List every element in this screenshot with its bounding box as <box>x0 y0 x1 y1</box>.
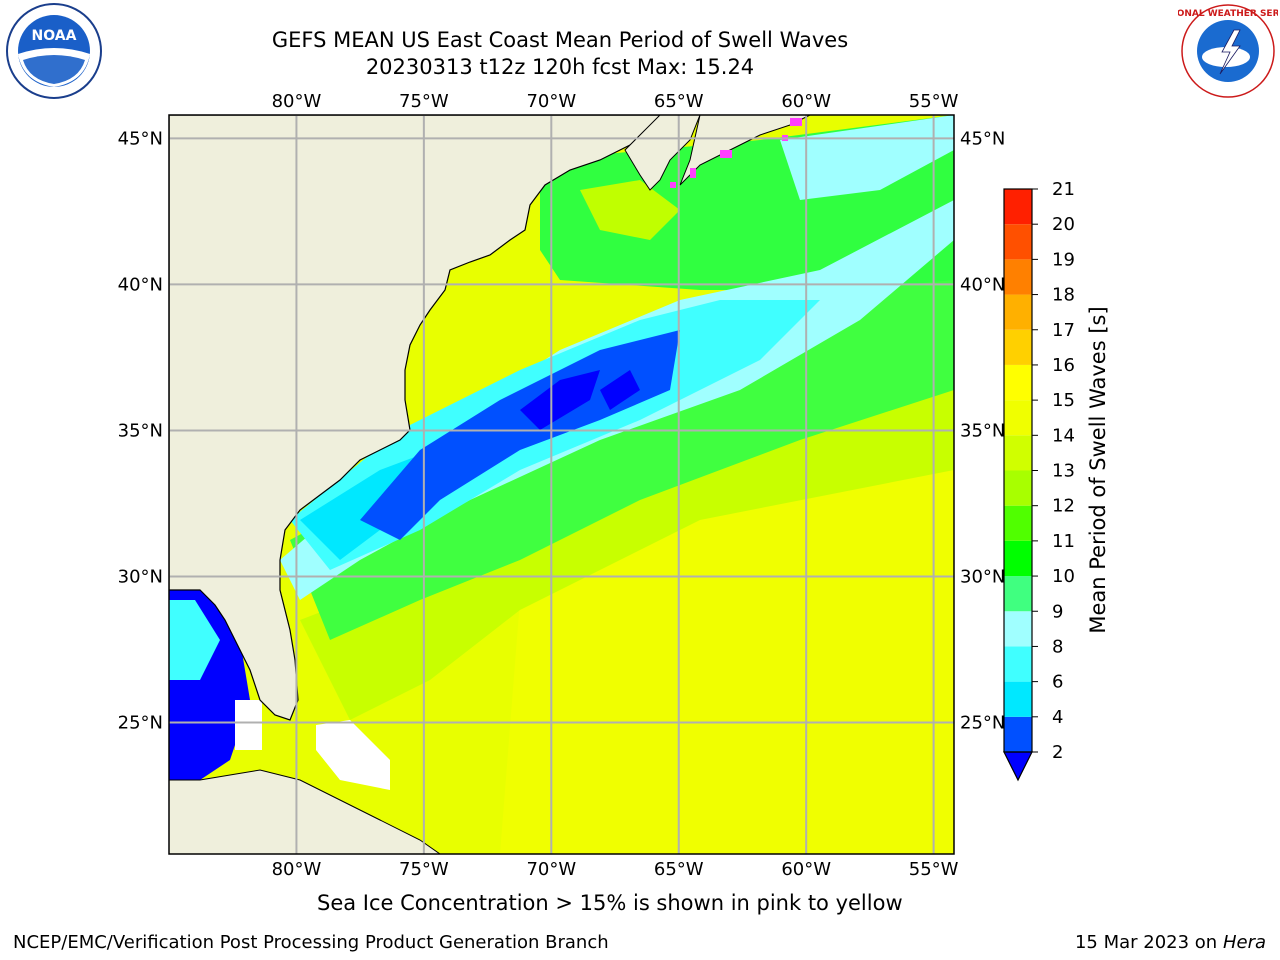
lon-label-bottom: 70°W <box>526 859 576 880</box>
colorbar-tick-label: 12 <box>1052 496 1075 517</box>
colorbar-swatch <box>1004 611 1032 647</box>
colorbar-swatch <box>1004 294 1032 330</box>
footer-credit: NCEP/EMC/Verification Post Processing Pr… <box>13 932 609 953</box>
lat-label-right: 40°N <box>960 274 1005 295</box>
colorbar-tick-label: 9 <box>1052 601 1063 622</box>
lon-label-bottom: 65°W <box>654 859 704 880</box>
colorbar-tick-label: 19 <box>1052 249 1075 270</box>
colorbar-swatch <box>1004 400 1032 436</box>
map-area <box>169 115 954 854</box>
colorbar-swatch <box>1004 505 1032 541</box>
colorbar: 2 4 6 8 9 10 11 12 13 14 15 16 17 18 19 20 21 <box>1003 179 1075 782</box>
colorbar-swatch <box>1004 329 1032 365</box>
ocean-yellow-zone <box>500 380 954 854</box>
sea-ice-note: Sea Ice Concentration > 15% is shown in … <box>317 891 903 915</box>
colorbar-tick-label: 8 <box>1052 636 1063 657</box>
map-frame <box>168 114 955 855</box>
noaa-logo: NOAA <box>6 3 102 99</box>
lon-label-top: 80°W <box>272 91 322 112</box>
lon-label-top: 70°W <box>526 91 576 112</box>
nws-logo-text: NATIONAL WEATHER SERVICE <box>1178 9 1278 19</box>
lon-label-bottom: 75°W <box>399 859 449 880</box>
lat-label-right: 35°N <box>960 420 1005 441</box>
colorbar-tick-label: 14 <box>1052 425 1075 446</box>
colorbar-swatch <box>1004 576 1032 612</box>
lat-label-left: 40°N <box>118 274 163 295</box>
colorbar-swatch <box>1004 259 1032 295</box>
colorbar-tick-label: 10 <box>1052 566 1075 587</box>
colorbar-tick-label: 6 <box>1052 672 1063 693</box>
lat-label-right: 25°N <box>960 713 1005 734</box>
colorbar-under-arrow <box>1003 751 1033 782</box>
lon-label-bottom: 80°W <box>272 859 322 880</box>
colorbar-swatch <box>1004 364 1032 401</box>
colorbar-swatch <box>1004 435 1032 471</box>
map-gridlines <box>169 115 954 854</box>
land-cuba <box>169 769 441 854</box>
colorbar-tick-label: 21 <box>1052 179 1075 200</box>
footer-date: 15 Mar 2023 on Hera <box>1075 932 1266 953</box>
lon-label-top: 75°W <box>399 91 449 112</box>
colorbar-tick-label: 18 <box>1052 285 1075 306</box>
ocean-blue-core <box>360 330 680 540</box>
colorbar-tick-label: 15 <box>1052 390 1075 411</box>
colorbar-label: Mean Period of Swell Waves [s] <box>1086 306 1110 634</box>
colorbar-swatch <box>1004 646 1032 682</box>
footer-host: Hera <box>1222 932 1266 953</box>
colorbar-swatch <box>1004 189 1032 225</box>
map-subtitle: 20230313 t12z 120h fcst Max: 15.24 <box>365 55 755 79</box>
colorbar-swatch <box>1004 681 1032 717</box>
lat-label-left: 30°N <box>118 567 163 588</box>
lon-label-bottom: 60°W <box>781 859 831 880</box>
lat-label-right: 45°N <box>960 128 1005 149</box>
colorbar-tick-label: 11 <box>1052 531 1075 552</box>
colorbar-swatch <box>1004 470 1032 506</box>
lat-label-left: 35°N <box>118 420 163 441</box>
noaa-logo-text: NOAA <box>32 28 77 44</box>
colorbar-swatch <box>1004 224 1032 260</box>
lon-label-bottom: 55°W <box>909 859 959 880</box>
colorbar-tick-label: 20 <box>1052 214 1075 235</box>
lon-label-top: 65°W <box>654 91 704 112</box>
land-north-america <box>169 115 661 721</box>
colorbar-tick-label: 4 <box>1052 707 1063 728</box>
lon-label-top: 55°W <box>909 91 959 112</box>
colorbar-tick-label: 2 <box>1052 742 1063 763</box>
colorbar-tick-label: 13 <box>1052 461 1075 482</box>
lat-label-left: 25°N <box>118 713 163 734</box>
colorbar-swatch <box>1004 716 1032 752</box>
nws-logo: NATIONAL WEATHER SERVICE <box>1178 4 1278 98</box>
map-title: GEFS MEAN US East Coast Mean Period of S… <box>271 28 849 52</box>
colorbar-swatch <box>1004 540 1032 577</box>
lat-label-left: 45°N <box>118 128 163 149</box>
footer-date-text: 15 Mar 2023 on <box>1074 932 1218 953</box>
colorbar-tick-label: 16 <box>1052 355 1075 376</box>
lat-label-right: 30°N <box>960 567 1005 588</box>
lon-label-top: 60°W <box>781 91 831 112</box>
colorbar-tick-label: 17 <box>1052 320 1075 341</box>
